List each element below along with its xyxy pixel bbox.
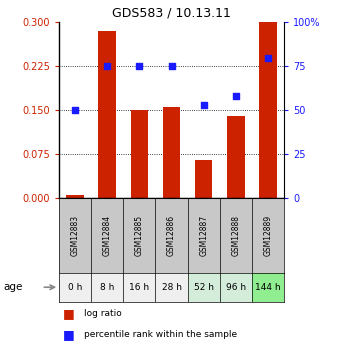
Point [137,63,142,69]
Text: GSM12883: GSM12883 [71,215,80,256]
Text: ■: ■ [63,307,74,321]
Bar [59,273,91,302]
Point [169,63,174,69]
Point [265,55,270,60]
Text: GSM12886: GSM12886 [167,215,176,256]
Bar [163,107,180,198]
Bar [188,273,220,302]
Point [105,63,110,69]
Bar [155,273,188,302]
Text: GSM12889: GSM12889 [263,215,272,256]
Point [233,93,239,99]
Text: 28 h: 28 h [162,283,182,292]
Bar [195,160,213,198]
Text: GSM12888: GSM12888 [231,215,240,256]
Text: 8 h: 8 h [100,283,115,292]
Bar [123,273,155,302]
Bar [227,116,245,198]
Bar [66,195,84,198]
Text: GSM12887: GSM12887 [199,215,208,256]
Bar [91,273,123,302]
Title: GDS583 / 10.13.11: GDS583 / 10.13.11 [112,7,231,20]
Point [72,108,78,113]
Text: GSM12884: GSM12884 [103,215,112,256]
Text: percentile rank within the sample: percentile rank within the sample [84,330,238,339]
Text: ■: ■ [63,328,74,341]
Text: 96 h: 96 h [226,283,246,292]
Text: 0 h: 0 h [68,283,82,292]
Point [201,102,206,108]
Bar [130,110,148,198]
Bar [98,31,116,198]
Text: 52 h: 52 h [194,283,214,292]
Text: GSM12885: GSM12885 [135,215,144,256]
Bar [220,273,252,302]
Text: 144 h: 144 h [255,283,281,292]
Bar [252,273,284,302]
Text: 16 h: 16 h [129,283,149,292]
Bar [259,22,277,198]
Text: age: age [3,282,23,292]
Text: log ratio: log ratio [84,309,122,318]
